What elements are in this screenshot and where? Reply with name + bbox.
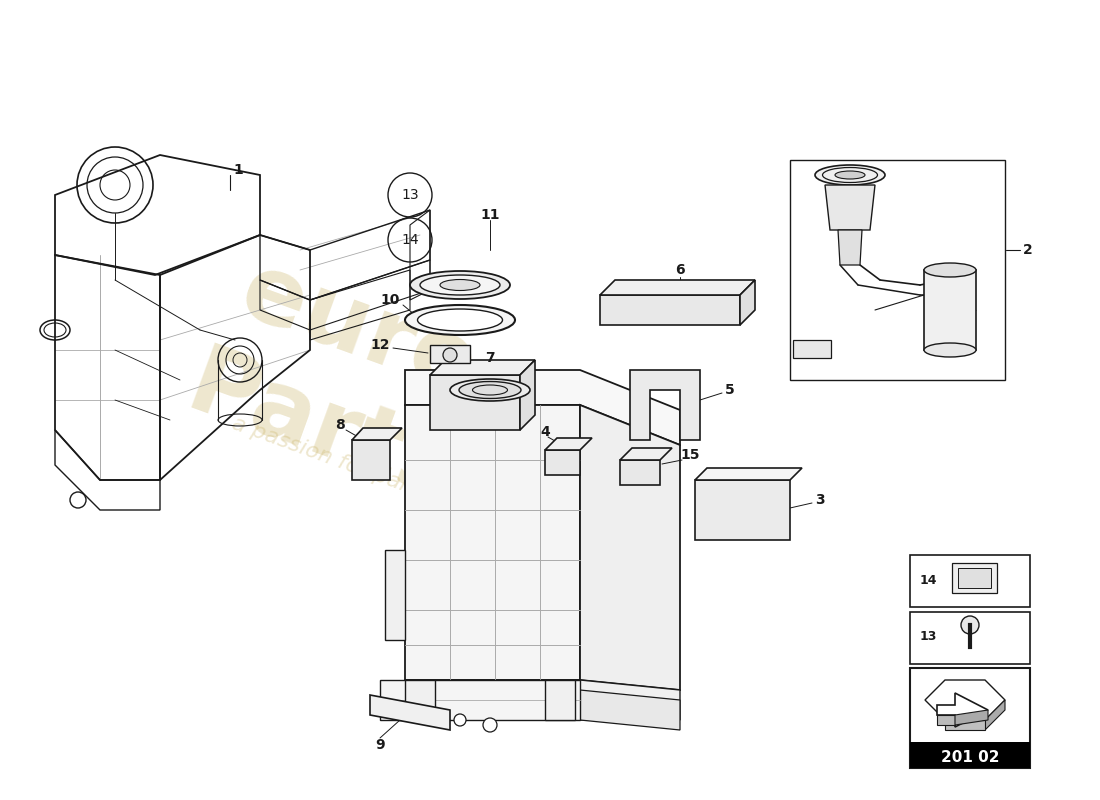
Text: 201 02: 201 02 [940, 750, 999, 766]
Bar [790, 160, 1005, 380]
Polygon shape [544, 438, 592, 450]
Polygon shape [580, 405, 680, 690]
Text: 13: 13 [402, 188, 419, 202]
Polygon shape [630, 370, 700, 440]
Polygon shape [405, 405, 580, 680]
Circle shape [483, 718, 497, 732]
Polygon shape [405, 680, 680, 720]
Ellipse shape [410, 271, 510, 299]
Polygon shape [520, 360, 535, 430]
Polygon shape [838, 230, 862, 265]
Text: 5: 5 [725, 383, 735, 397]
Ellipse shape [924, 343, 976, 357]
Bar [793, 340, 830, 358]
Text: 1: 1 [233, 163, 243, 177]
Polygon shape [984, 700, 1005, 730]
Text: 12: 12 [371, 338, 389, 352]
Bar [924, 270, 976, 350]
Polygon shape [620, 448, 672, 460]
Text: 15: 15 [680, 448, 700, 462]
Polygon shape [580, 690, 680, 730]
Text: 4: 4 [540, 425, 550, 439]
Bar [910, 668, 1030, 768]
Polygon shape [740, 280, 755, 325]
Text: 7: 7 [485, 351, 495, 365]
Polygon shape [955, 710, 988, 725]
Text: euro
Parts: euro Parts [175, 239, 505, 521]
Text: 3: 3 [815, 493, 825, 507]
Bar [910, 612, 1030, 664]
Text: 6: 6 [675, 263, 685, 277]
Ellipse shape [405, 305, 515, 335]
Ellipse shape [924, 263, 976, 277]
Bar [958, 568, 991, 588]
Bar [910, 742, 1030, 768]
Polygon shape [385, 550, 405, 640]
Circle shape [454, 714, 466, 726]
Text: 13: 13 [920, 630, 937, 643]
Ellipse shape [815, 165, 886, 185]
Bar [405, 680, 435, 720]
Polygon shape [430, 360, 535, 375]
Polygon shape [937, 693, 988, 727]
Polygon shape [544, 450, 580, 475]
Polygon shape [937, 715, 955, 725]
Text: 8: 8 [336, 418, 345, 432]
Ellipse shape [440, 279, 480, 290]
Polygon shape [600, 280, 755, 295]
Text: 14: 14 [920, 574, 937, 586]
Ellipse shape [450, 379, 530, 401]
Polygon shape [370, 695, 450, 730]
Text: 10: 10 [381, 293, 399, 307]
Text: a passion for parts since 1985: a passion for parts since 1985 [229, 413, 551, 547]
Ellipse shape [418, 309, 503, 331]
Circle shape [443, 348, 456, 362]
Bar [952, 563, 997, 593]
Ellipse shape [459, 382, 521, 398]
Polygon shape [430, 375, 520, 430]
Polygon shape [695, 468, 802, 480]
Polygon shape [945, 720, 984, 730]
Polygon shape [352, 440, 390, 480]
Polygon shape [352, 428, 402, 440]
Polygon shape [925, 680, 1005, 720]
Polygon shape [405, 370, 680, 445]
Polygon shape [620, 460, 660, 485]
Bar [910, 555, 1030, 607]
Bar [544, 680, 575, 720]
Text: 9: 9 [375, 738, 385, 752]
Bar [430, 345, 470, 363]
Polygon shape [695, 480, 790, 540]
Circle shape [961, 616, 979, 634]
Text: 14: 14 [402, 233, 419, 247]
Polygon shape [600, 295, 740, 325]
Text: 2: 2 [1023, 243, 1033, 257]
Text: 11: 11 [481, 208, 499, 222]
Polygon shape [825, 185, 874, 230]
Polygon shape [379, 680, 580, 720]
Ellipse shape [420, 275, 500, 295]
Ellipse shape [835, 171, 865, 179]
